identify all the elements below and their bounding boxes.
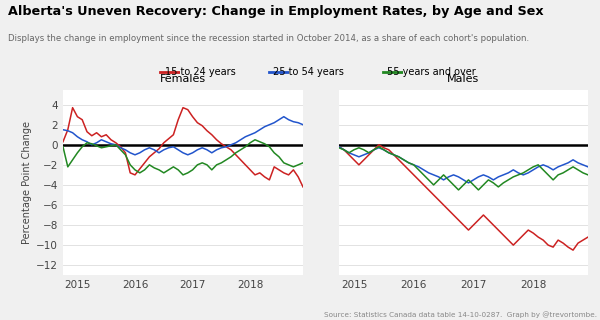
- Text: 15 to 24 years: 15 to 24 years: [165, 67, 236, 77]
- Text: Females: Females: [160, 74, 206, 84]
- Text: Displays the change in employment since the recession started in October 2014, a: Displays the change in employment since …: [8, 34, 529, 43]
- Text: 55 years and over: 55 years and over: [387, 67, 476, 77]
- Text: 25 to 54 years: 25 to 54 years: [273, 67, 344, 77]
- Y-axis label: Percentage Point Change: Percentage Point Change: [22, 121, 32, 244]
- Text: Source: Statistics Canada data table 14-10-0287.  Graph by @trevortombe.: Source: Statistics Canada data table 14-…: [324, 312, 597, 318]
- Text: Males: Males: [448, 74, 479, 84]
- Text: Alberta's Uneven Recovery: Change in Employment Rates, by Age and Sex: Alberta's Uneven Recovery: Change in Emp…: [8, 5, 544, 18]
